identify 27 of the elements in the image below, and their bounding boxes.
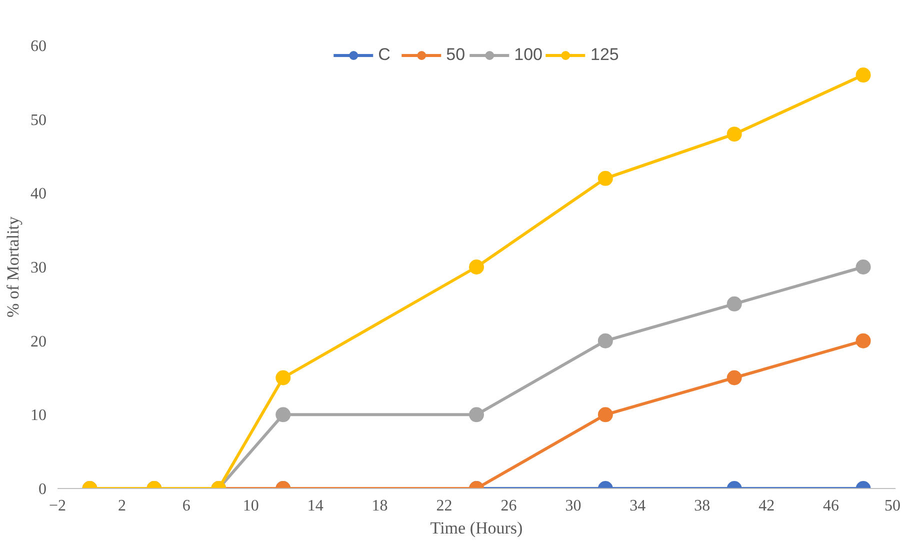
y-tick-label: 30: [30, 260, 46, 276]
x-tick-label: 38: [694, 498, 710, 514]
x-tick-label: 46: [823, 498, 840, 514]
legend-label: 50: [446, 45, 466, 65]
x-tick-label: 26: [500, 498, 517, 514]
y-axis-title: % of Mortality: [4, 216, 22, 318]
y-tick-label: 40: [30, 186, 46, 203]
x-tick-label: 22: [436, 498, 452, 514]
legend-label: 125: [590, 45, 619, 65]
x-tick-label: 14: [307, 498, 324, 514]
y-tick-label: 20: [30, 333, 46, 350]
y-tick-label: 10: [30, 407, 46, 424]
x-tick-label: 50: [884, 498, 900, 514]
x-tick-label: 34: [630, 498, 646, 514]
x-tick-label: 30: [565, 498, 582, 514]
x-tick-label: 2: [118, 498, 126, 514]
x-tick-label: 42: [758, 498, 775, 514]
x-tick-label: 6: [182, 498, 190, 514]
x-axis-title: Time (Hours): [430, 518, 523, 538]
x-tick-label: −2: [48, 498, 66, 514]
x-tick-label: 18: [372, 498, 388, 514]
y-tick-label: 50: [30, 112, 46, 129]
x-tick-label: 10: [242, 498, 259, 514]
y-tick-label: 0: [38, 481, 46, 498]
y-tick-label: 60: [30, 38, 46, 55]
legend-label: 100: [514, 45, 542, 65]
legend-label: C: [378, 45, 392, 65]
